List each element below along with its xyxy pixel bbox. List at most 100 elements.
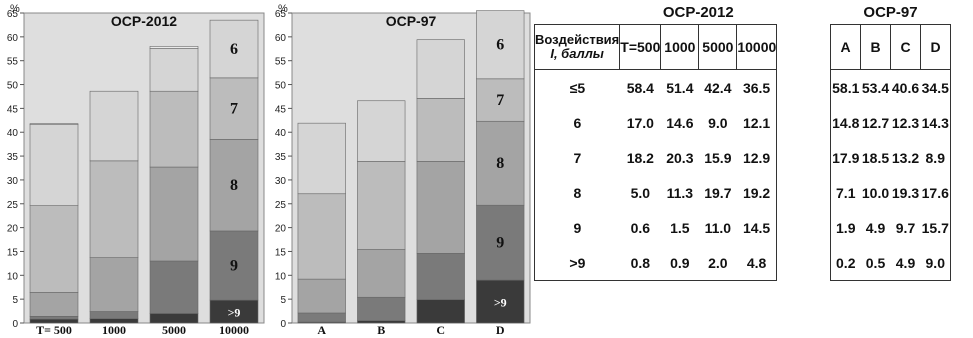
y-tick-label: 5 (12, 295, 18, 306)
table-cell: 17.0 (626, 114, 654, 131)
y-tick-label: 40 (7, 128, 19, 139)
y-tick-label: 50 (275, 81, 287, 92)
bar-segment (89, 311, 139, 320)
segment-label: 6 (496, 37, 504, 54)
row-label: 7 (573, 149, 582, 166)
y-tick-label: 45 (7, 104, 19, 115)
table-cell: 1.5 (670, 219, 690, 236)
y-tick-label: 55 (275, 57, 287, 68)
y-tick-label: 40 (275, 128, 287, 139)
x-tick-label: T= 500 (36, 323, 72, 337)
table-cell: 42.4 (704, 79, 732, 96)
table-cell: 14.3 (921, 114, 949, 131)
segment-label: 8 (496, 155, 504, 172)
y-tick-label: 20 (275, 224, 287, 235)
bar-segment-top (149, 46, 199, 49)
y-tick-label: 65 (275, 9, 287, 20)
table-cell: 14.5 (742, 219, 771, 236)
table-2012-title: OCP-2012 (662, 3, 734, 21)
table-row: 0.2 0.5 4.9 9.0 (831, 245, 951, 281)
bar-segment (149, 260, 199, 314)
row-label: ≤5 (569, 79, 586, 96)
y-tick-label: 45 (275, 104, 287, 115)
table-cell: 58.1 (832, 79, 860, 96)
bar-segment-top (29, 123, 79, 125)
y-tick-label: 0 (280, 319, 286, 330)
row-label: >9 (569, 254, 586, 271)
bar-segment (357, 249, 406, 298)
table-97-body: 58.1 53.4 40.6 34.5 14.8 12.7 12.3 14.3 17.9 18.5… (830, 69, 951, 281)
chart-ocp-2012: % OCP-2012 0 5 10 15 20 25 30 35 40 45 50 55 60 65 T= 50… (7, 3, 265, 337)
table-cell: 9.7 (895, 219, 916, 236)
table-cell: 11.3 (666, 184, 694, 201)
column-header: B (860, 24, 891, 70)
bar-segment (149, 47, 199, 92)
bar-segment (416, 299, 465, 324)
bar-segment (149, 90, 199, 168)
segment-label: >9 (228, 306, 241, 320)
y-tick-label: 30 (7, 176, 19, 187)
table-cell: 17.6 (921, 184, 949, 201)
y-tick-label: 15 (275, 247, 287, 258)
table-row: 6 17.0 14.6 9.0 12.1 (535, 105, 777, 140)
row-label: 8 (573, 184, 582, 201)
segment-label: 9 (230, 258, 238, 275)
x-tick-label: 1000 (102, 323, 126, 337)
y-tick-label: 60 (275, 33, 287, 44)
table-cell: 53.4 (861, 79, 890, 96)
column-header: A (830, 24, 861, 70)
bar-segment (297, 312, 346, 323)
bar-segment (149, 166, 199, 262)
chart-ocp-97: % OCP-97 0 5 10 15 20 25 30 35 40 45 50 55 60 65 A B C D 6 7 8… (275, 3, 531, 337)
segment-label: 9 (496, 235, 504, 252)
table-cell: 9.0 (708, 114, 728, 131)
table-cell: 20.3 (666, 149, 694, 166)
table-cell: 4.9 (865, 219, 886, 236)
y-tick-label: 25 (7, 200, 19, 211)
bar-segment (357, 296, 406, 321)
table-row: 58.1 53.4 40.6 34.5 (831, 70, 951, 106)
table-cell: 5.0 (630, 184, 651, 201)
table-cell: 15.7 (921, 219, 949, 236)
y-tick-label: 10 (275, 271, 287, 282)
segment-label: 8 (230, 177, 238, 194)
bar-segment (357, 161, 406, 250)
table-row: 8 5.0 11.3 19.7 19.2 (535, 175, 777, 210)
bar-segment (29, 205, 79, 293)
table-cell: 10.0 (861, 184, 890, 201)
bar-segment (29, 316, 79, 320)
y-axis-label: % (278, 3, 288, 15)
x-tick-label: C (436, 323, 445, 337)
column-header: 5000 (698, 24, 738, 70)
y-tick-label: 35 (275, 152, 287, 163)
segment-label: 6 (230, 41, 238, 58)
table-cell: 7.1 (836, 184, 856, 201)
table-cell: 12.3 (891, 114, 920, 131)
bar-segment (357, 100, 406, 162)
bar-segment (149, 313, 199, 324)
y-tick-label: 25 (275, 200, 287, 211)
bar-segment (416, 161, 465, 254)
bar-segment (416, 253, 465, 300)
table-cell: 36.5 (742, 79, 771, 96)
table-cell: 4.9 (895, 254, 916, 271)
bar-segment (89, 160, 139, 258)
table-cell: 11.0 (704, 219, 732, 236)
table-cell: 51.4 (666, 79, 694, 96)
table-cell: 0.8 (630, 254, 651, 271)
table-cell: 34.5 (921, 79, 949, 96)
table-cell: 9.0 (925, 254, 945, 271)
table-cell: 0.9 (670, 254, 690, 271)
bar-segment (89, 257, 139, 312)
table-cell: 18.2 (626, 149, 654, 166)
y-tick-label: 15 (7, 247, 19, 258)
x-tick-label: 10000 (219, 323, 249, 337)
table-cell: 18.5 (861, 149, 890, 166)
y-tick-label: 5 (280, 295, 286, 306)
table-cell: 0.6 (630, 219, 651, 236)
table-cell: 19.7 (704, 184, 732, 201)
chart-title: OCP-97 (386, 13, 437, 29)
effect-header-line1: Воздействия (535, 32, 620, 47)
column-header: 10000 (736, 24, 778, 70)
table-cell: 8.9 (925, 149, 945, 166)
